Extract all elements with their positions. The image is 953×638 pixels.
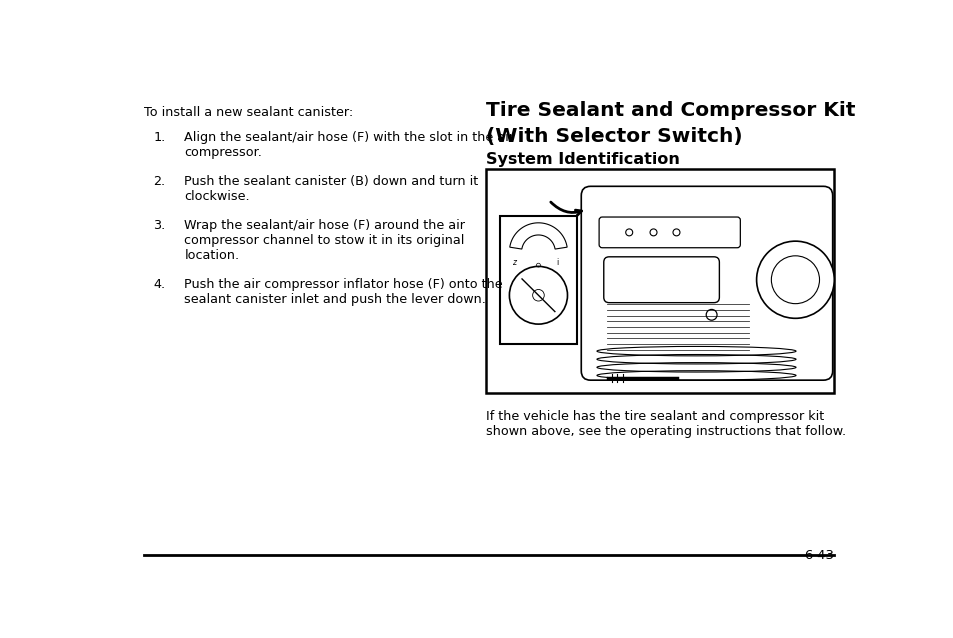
Bar [499,216,576,344]
FancyBboxPatch shape [598,217,740,248]
Text: Align the sealant/air hose (F) with the slot in the air: Align the sealant/air hose (F) with the … [184,131,514,144]
FancyBboxPatch shape [603,257,719,302]
Circle shape [705,309,717,320]
Text: 1.: 1. [153,131,166,144]
Text: 4.: 4. [153,278,166,290]
Text: shown above, see the operating instructions that follow.: shown above, see the operating instructi… [486,426,845,438]
Text: 6-43: 6-43 [803,549,833,563]
Text: Push the sealant canister (B) down and turn it: Push the sealant canister (B) down and t… [184,175,478,188]
Text: 2.: 2. [153,175,166,188]
Text: i: i [556,258,558,267]
Text: sealant canister inlet and push the lever down.: sealant canister inlet and push the leve… [184,293,486,306]
Text: location.: location. [184,249,239,262]
FancyBboxPatch shape [580,186,832,380]
Circle shape [756,241,833,318]
Bar [486,168,833,394]
Circle shape [509,267,567,324]
Text: z: z [512,258,516,267]
Text: To install a new sealant canister:: To install a new sealant canister: [144,106,353,119]
Text: If the vehicle has the tire sealant and compressor kit: If the vehicle has the tire sealant and … [486,410,823,424]
Text: compressor channel to stow it in its original: compressor channel to stow it in its ori… [184,234,464,247]
Text: Push the air compressor inflator hose (F) onto the: Push the air compressor inflator hose (F… [184,278,502,290]
Circle shape [532,290,544,301]
Text: System Identification: System Identification [486,152,679,167]
Text: compressor.: compressor. [184,146,262,159]
Text: 3.: 3. [153,219,166,232]
Text: Wrap the sealant/air hose (F) around the air: Wrap the sealant/air hose (F) around the… [184,219,465,232]
Text: clockwise.: clockwise. [184,189,250,203]
Polygon shape [509,223,566,249]
Text: (With Selector Switch): (With Selector Switch) [486,127,742,146]
Text: Tire Sealant and Compressor Kit: Tire Sealant and Compressor Kit [486,101,855,120]
Circle shape [771,256,819,304]
